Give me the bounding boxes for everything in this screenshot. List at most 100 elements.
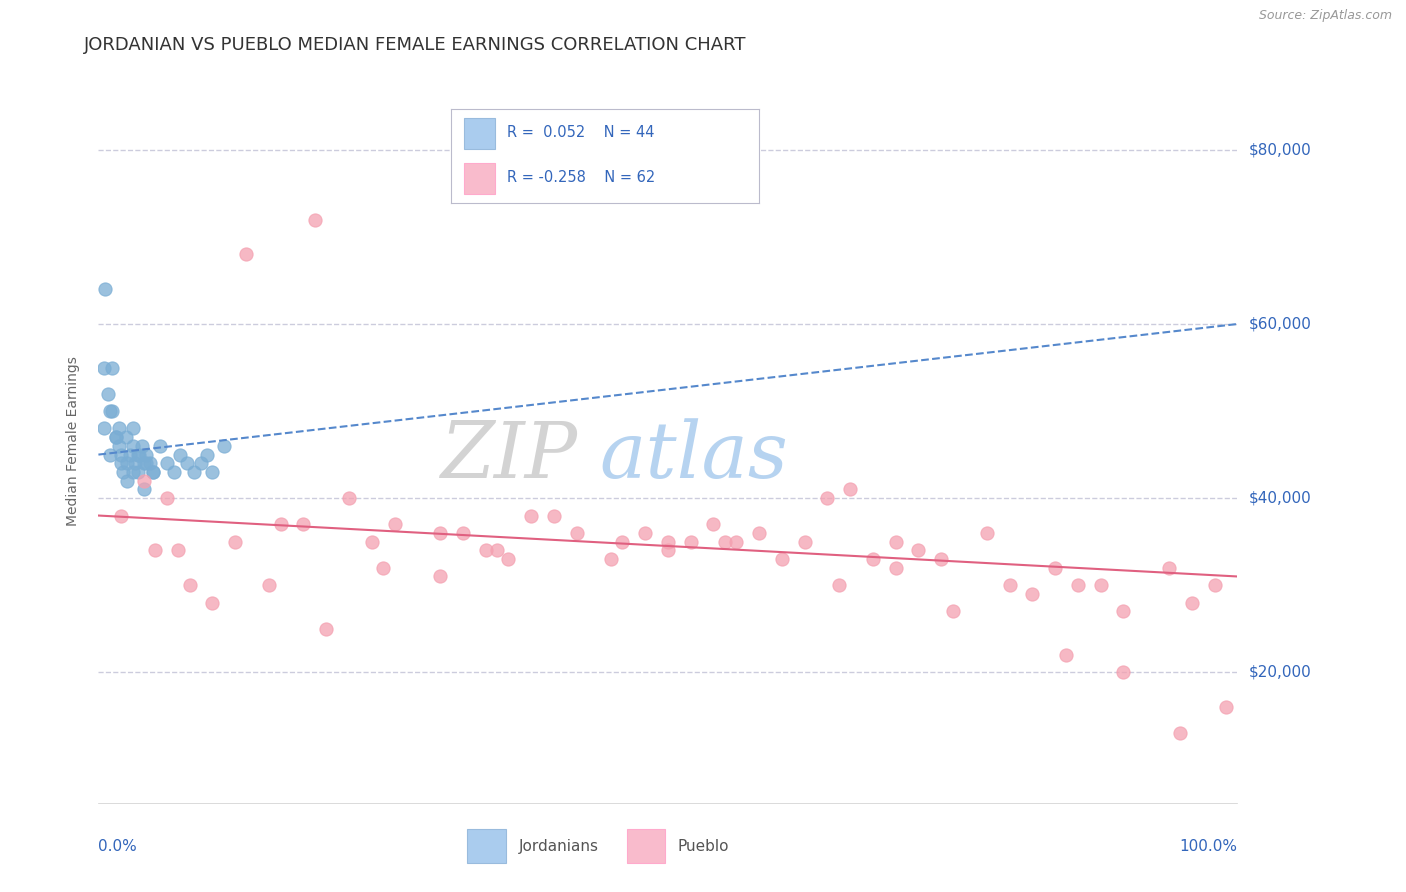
Point: [429, 569, 451, 583]
Point: [145, 543, 167, 558]
Point: [259, 578, 281, 592]
Point: [498, 552, 520, 566]
Point: [98, 448, 121, 462]
Text: Source: ZipAtlas.com: Source: ZipAtlas.com: [1258, 9, 1392, 22]
Point: [135, 456, 157, 470]
Point: [1054, 648, 1078, 662]
Point: [94, 282, 117, 296]
Text: $80,000: $80,000: [1249, 143, 1312, 157]
Point: [839, 483, 862, 497]
Point: [725, 534, 748, 549]
Point: [451, 525, 474, 540]
Text: JORDANIAN VS PUEBLO MEDIAN FEMALE EARNINGS CORRELATION CHART: JORDANIAN VS PUEBLO MEDIAN FEMALE EARNIN…: [84, 36, 747, 54]
Point: [486, 543, 509, 558]
Point: [1204, 578, 1226, 592]
Point: [384, 517, 406, 532]
Point: [156, 456, 179, 470]
Point: [96, 386, 118, 401]
Point: [104, 430, 127, 444]
Point: [101, 360, 124, 375]
Point: [565, 525, 588, 540]
Point: [748, 525, 770, 540]
Point: [474, 543, 496, 558]
Point: [201, 465, 224, 479]
Point: [112, 465, 135, 479]
Text: 100.0%: 100.0%: [1180, 838, 1237, 854]
Point: [101, 404, 124, 418]
Point: [942, 604, 965, 618]
Point: [124, 456, 146, 470]
Point: [195, 448, 218, 462]
Point: [120, 448, 142, 462]
Point: [884, 561, 907, 575]
Point: [115, 456, 138, 470]
Point: [793, 534, 815, 549]
Text: atlas: atlas: [599, 417, 789, 494]
Point: [235, 247, 257, 261]
Y-axis label: Median Female Earnings: Median Female Earnings: [66, 357, 80, 526]
Point: [110, 508, 132, 523]
Point: [110, 456, 132, 470]
Point: [114, 430, 136, 444]
Point: [132, 456, 155, 470]
Point: [127, 465, 149, 479]
Point: [543, 508, 565, 523]
Point: [770, 552, 793, 566]
Point: [612, 534, 634, 549]
Point: [976, 525, 998, 540]
Point: [183, 465, 205, 479]
Point: [190, 456, 212, 470]
Point: [1043, 561, 1066, 575]
Point: [1067, 578, 1090, 592]
Point: [132, 483, 155, 497]
Point: [121, 439, 143, 453]
Point: [657, 543, 679, 558]
Point: [104, 430, 127, 444]
Point: [1215, 700, 1237, 714]
Point: [1090, 578, 1112, 592]
Point: [1112, 665, 1135, 680]
Point: [108, 421, 131, 435]
Point: [142, 465, 165, 479]
Point: [702, 517, 724, 532]
Point: [179, 578, 201, 592]
Point: [131, 439, 153, 453]
Point: [907, 543, 929, 558]
Point: [138, 456, 160, 470]
Text: $60,000: $60,000: [1249, 317, 1312, 332]
Point: [828, 578, 851, 592]
Point: [201, 596, 224, 610]
Point: [93, 360, 115, 375]
Point: [270, 517, 292, 532]
Text: $20,000: $20,000: [1249, 665, 1312, 680]
Point: [1157, 561, 1180, 575]
Point: [156, 491, 179, 505]
Point: [128, 448, 150, 462]
Point: [121, 421, 143, 435]
Text: $40,000: $40,000: [1249, 491, 1312, 506]
Point: [884, 534, 907, 549]
Point: [224, 534, 246, 549]
Text: 0.0%: 0.0%: [98, 838, 138, 854]
Point: [929, 552, 952, 566]
Point: [127, 448, 149, 462]
Point: [998, 578, 1021, 592]
Point: [132, 474, 155, 488]
Point: [93, 421, 115, 435]
Text: ZIP: ZIP: [440, 417, 576, 494]
Point: [121, 465, 143, 479]
Point: [429, 525, 451, 540]
Point: [212, 439, 235, 453]
Point: [371, 561, 394, 575]
Point: [167, 543, 190, 558]
Point: [862, 552, 884, 566]
Point: [304, 212, 326, 227]
Point: [149, 439, 172, 453]
Point: [1112, 604, 1135, 618]
Point: [714, 534, 737, 549]
Point: [1181, 596, 1204, 610]
Point: [634, 525, 657, 540]
Point: [360, 534, 382, 549]
Point: [1170, 726, 1192, 740]
Point: [815, 491, 838, 505]
